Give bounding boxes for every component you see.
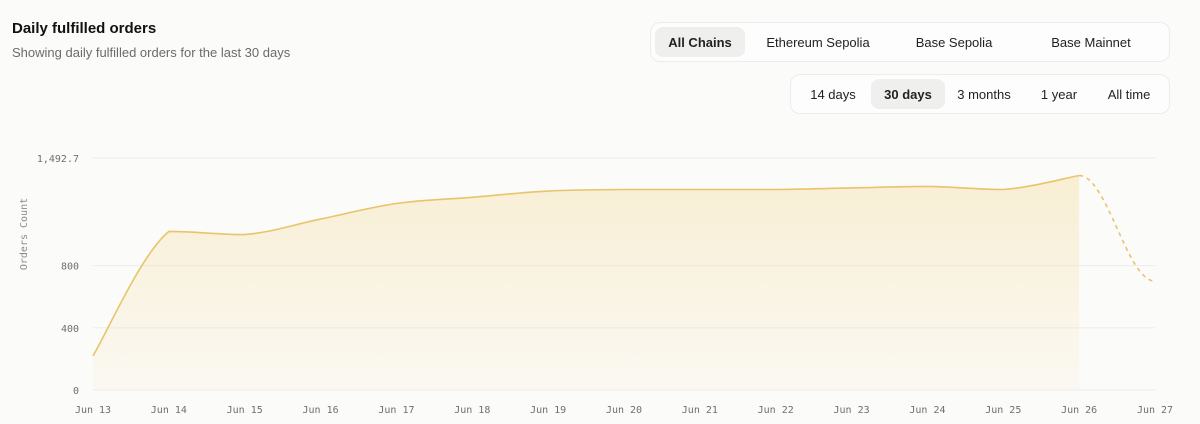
y-tick-label: 1,492.7 xyxy=(37,154,79,165)
chart-title: Daily fulfilled orders xyxy=(12,20,157,37)
x-tick-label: Jun 25 xyxy=(985,405,1021,416)
x-tick-label: Jun 15 xyxy=(227,405,263,416)
chart-subtitle: Showing daily fulfilled orders for the l… xyxy=(12,45,291,60)
area-fill xyxy=(93,175,1080,390)
chain-option-base-sepolia[interactable]: Base Sepolia xyxy=(915,34,993,50)
x-tick-label: Jun 23 xyxy=(834,405,870,416)
range-option-1-year[interactable]: 1 year xyxy=(1040,86,1078,102)
x-tick-label: Jun 20 xyxy=(606,405,642,416)
series-lines xyxy=(92,174,1156,357)
x-tick-label: Jun 27 xyxy=(1137,405,1173,416)
chain-option-ethereum-sepolia[interactable]: Ethereum Sepolia xyxy=(766,34,870,50)
x-tick-label: Jun 26 xyxy=(1061,405,1097,416)
series-line xyxy=(92,174,1080,357)
x-tick-label: Jun 17 xyxy=(378,405,414,416)
x-tick-label: Jun 22 xyxy=(758,405,794,416)
range-option-all-time[interactable]: All time xyxy=(1107,86,1151,102)
x-tick-label: Jun 19 xyxy=(530,405,566,416)
x-tick-label: Jun 13 xyxy=(75,405,111,416)
y-axis-title: Orders Count xyxy=(19,198,30,270)
x-tick-label: Jun 21 xyxy=(682,405,718,416)
projection-line xyxy=(1079,174,1156,283)
x-axis-ticks: Jun 13 Jun 14 Jun 15 Jun 16 Jun 17 Jun 18 Jun … xyxy=(75,405,1173,416)
range-filter: 14 days 30 days 3 months 1 year All time xyxy=(790,74,1170,114)
y-tick-label: 400 xyxy=(61,324,79,335)
chain-filter: All Chains Ethereum Sepolia Base Sepolia… xyxy=(650,22,1170,62)
series-area xyxy=(93,175,1080,390)
y-tick-label: 800 xyxy=(61,262,79,273)
chain-option-all-chains[interactable]: All Chains xyxy=(655,27,745,57)
x-tick-label: Jun 24 xyxy=(909,405,945,416)
x-tick-label: Jun 14 xyxy=(151,405,187,416)
range-option-14-days[interactable]: 14 days xyxy=(810,86,856,102)
y-tick-label: 0 xyxy=(73,386,79,397)
range-option-3-months[interactable]: 3 months xyxy=(957,86,1011,102)
chain-option-base-mainnet[interactable]: Base Mainnet xyxy=(1051,34,1131,50)
x-tick-label: Jun 16 xyxy=(303,405,339,416)
y-axis-ticks: 0 400 800 1,492.7 xyxy=(37,154,79,397)
x-tick-label: Jun 18 xyxy=(454,405,490,416)
range-option-30-days[interactable]: 30 days xyxy=(871,79,945,109)
